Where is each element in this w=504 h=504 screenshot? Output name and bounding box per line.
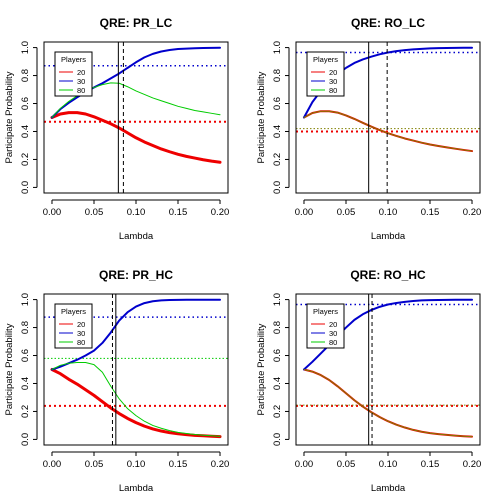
- y-tick-label: 0.0: [20, 181, 31, 194]
- x-tick-label: 0.20: [211, 207, 230, 218]
- legend-label: 80: [329, 338, 337, 347]
- y-tick-label: 0.6: [272, 97, 283, 110]
- y-tick-label: 1.0: [272, 293, 283, 306]
- legend-box: [306, 51, 345, 97]
- legend-box: [54, 303, 93, 349]
- y-tick-label: 0.8: [272, 321, 283, 334]
- x-tick-label: 0.15: [169, 459, 188, 470]
- x-tick-label: 0.10: [127, 459, 146, 470]
- legend-title: Players: [61, 307, 86, 316]
- y-tick-label: 0.2: [272, 405, 283, 418]
- series-line-20: [50, 111, 222, 164]
- legend-label: 30: [77, 329, 85, 338]
- x-tick-label: 0.20: [463, 207, 482, 218]
- x-tick-label: 0.00: [295, 459, 314, 470]
- y-axis-label: Participate Probability: [256, 71, 267, 163]
- y-tick-label: 0.0: [20, 433, 31, 446]
- y-tick-label: 0.6: [272, 349, 283, 362]
- legend-label: 80: [77, 86, 85, 95]
- series-line-20: [50, 368, 222, 439]
- legend-label: 80: [329, 86, 337, 95]
- legend-label: 20: [77, 320, 85, 329]
- chart-panel: QRE: PR_HC Lambda Participate Probability 0…: [4, 268, 229, 494]
- x-tick-label: 0.05: [85, 459, 104, 470]
- x-tick-label: 0.15: [421, 207, 440, 218]
- legend-title: Players: [313, 307, 338, 316]
- chart-title: QRE: PR_LC: [100, 16, 173, 30]
- legend-label: 20: [329, 320, 337, 329]
- plot-box: [43, 293, 229, 446]
- x-axis-label: Lambda: [371, 231, 406, 242]
- y-tick-label: 0.4: [272, 377, 283, 390]
- legend-title: Players: [61, 55, 86, 64]
- x-tick-label: 0.10: [379, 207, 398, 218]
- x-axis-label: Lambda: [119, 231, 154, 242]
- legend-label: 80: [77, 338, 85, 347]
- y-tick-label: 0.0: [272, 433, 283, 446]
- legend-label: 20: [329, 68, 337, 77]
- x-tick-label: 0.20: [211, 459, 230, 470]
- x-tick-label: 0.00: [295, 207, 314, 218]
- chart-panel: QRE: RO_HC Lambda Participate Probability 0…: [256, 268, 481, 494]
- x-tick-label: 0.15: [421, 459, 440, 470]
- series-line-80: [51, 362, 221, 437]
- y-tick-label: 0.6: [20, 349, 31, 362]
- plot-box: [43, 41, 229, 194]
- x-tick-label: 0.20: [463, 459, 482, 470]
- x-tick-label: 0.15: [169, 207, 188, 218]
- x-tick-label: 0.10: [379, 459, 398, 470]
- y-tick-label: 0.4: [272, 125, 283, 138]
- x-tick-label: 0.05: [337, 459, 356, 470]
- chart-title: QRE: RO_HC: [350, 268, 426, 282]
- series-line-80: [303, 369, 473, 438]
- y-tick-label: 0.2: [20, 153, 31, 166]
- x-tick-label: 0.00: [43, 459, 62, 470]
- y-axis-label: Participate Probability: [4, 323, 15, 415]
- legend-box: [306, 303, 345, 349]
- legend-box: [54, 51, 93, 97]
- y-tick-label: 0.4: [20, 377, 31, 390]
- legend-title: Players: [313, 55, 338, 64]
- plot-box: [295, 41, 481, 194]
- chart-title: QRE: PR_HC: [99, 268, 173, 282]
- plot-area: [44, 294, 228, 445]
- y-tick-label: 1.0: [20, 41, 31, 54]
- chart-title: QRE: RO_LC: [351, 16, 425, 30]
- y-tick-label: 0.4: [20, 125, 31, 138]
- legend-label: 30: [329, 77, 337, 86]
- y-axis-label: Participate Probability: [4, 71, 15, 163]
- y-tick-label: 1.0: [20, 293, 31, 306]
- chart-panel: QRE: PR_LC Lambda Participate Probability 0…: [4, 16, 229, 242]
- y-tick-label: 0.8: [20, 321, 31, 334]
- y-tick-label: 1.0: [272, 41, 283, 54]
- plot-box: [295, 293, 481, 446]
- series-line-80: [303, 110, 473, 152]
- y-tick-label: 0.2: [272, 153, 283, 166]
- series-line-30: [50, 298, 222, 371]
- legend-label: 30: [77, 77, 85, 86]
- y-axis-label: Participate Probability: [256, 323, 267, 415]
- chart-panel: QRE: RO_LC Lambda Participate Probability 0…: [256, 16, 481, 242]
- y-tick-label: 0.2: [20, 405, 31, 418]
- y-tick-label: 0.8: [20, 69, 31, 82]
- x-axis-label: Lambda: [371, 483, 406, 494]
- x-tick-label: 0.00: [43, 207, 62, 218]
- y-tick-label: 0.6: [20, 97, 31, 110]
- x-tick-label: 0.10: [127, 207, 146, 218]
- y-tick-label: 0.0: [272, 181, 283, 194]
- x-axis-label: Lambda: [119, 483, 154, 494]
- x-tick-label: 0.05: [337, 207, 356, 218]
- x-tick-label: 0.05: [85, 207, 104, 218]
- legend-label: 30: [329, 329, 337, 338]
- legend-label: 20: [77, 68, 85, 77]
- y-tick-label: 0.8: [272, 69, 283, 82]
